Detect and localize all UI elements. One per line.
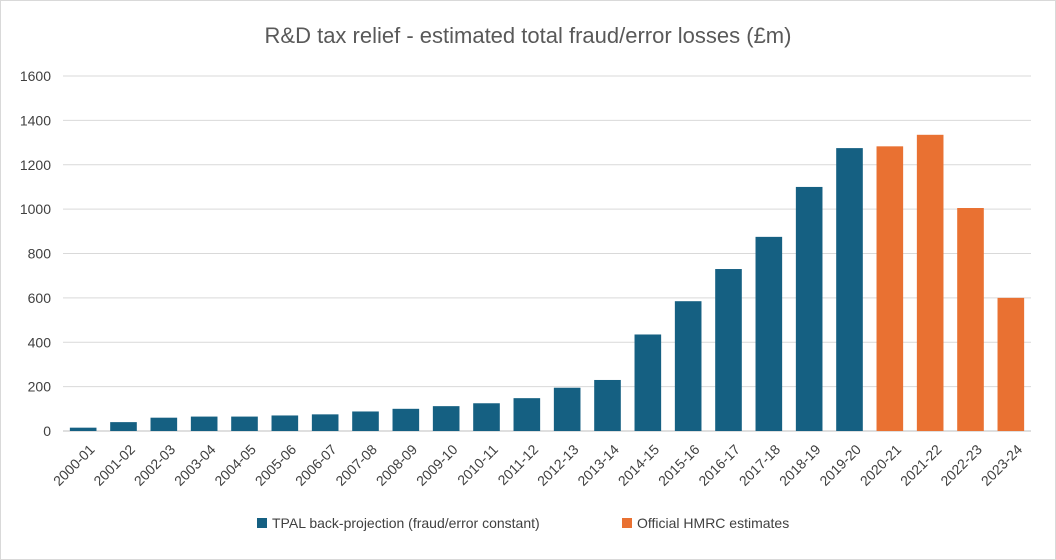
legend-swatch bbox=[257, 518, 267, 528]
bar bbox=[231, 416, 258, 431]
y-tick-label: 0 bbox=[43, 423, 51, 439]
x-tick-label: 2016-17 bbox=[695, 441, 743, 489]
y-tick-label: 400 bbox=[28, 334, 52, 350]
x-tick-label: 2019-20 bbox=[816, 441, 864, 489]
bar bbox=[352, 411, 379, 431]
bar bbox=[69, 427, 97, 431]
gridlines bbox=[63, 75, 1031, 432]
x-tick-label: 2002-03 bbox=[131, 441, 179, 489]
x-tick-label: 2018-19 bbox=[776, 441, 824, 489]
bar bbox=[553, 387, 581, 431]
x-tick-label: 2005-06 bbox=[252, 441, 300, 489]
bar bbox=[190, 416, 218, 431]
bar bbox=[674, 301, 702, 431]
x-tick-label: 2011-12 bbox=[494, 441, 541, 488]
y-tick-label: 600 bbox=[28, 290, 52, 306]
bar bbox=[916, 134, 944, 431]
x-tick-label: 2006-07 bbox=[292, 441, 340, 489]
bar bbox=[110, 422, 137, 431]
x-tick-label: 2017-18 bbox=[736, 441, 784, 489]
bar bbox=[997, 297, 1025, 431]
y-tick-label: 1400 bbox=[20, 112, 51, 128]
x-tick-label: 2008-09 bbox=[373, 441, 421, 489]
x-tick-label: 2009-10 bbox=[413, 441, 461, 489]
x-tick-label: 2020-21 bbox=[857, 441, 905, 489]
x-tick-label: 2001-02 bbox=[90, 441, 138, 489]
x-tick-label: 2013-14 bbox=[574, 441, 622, 489]
x-tick-label: 2007-08 bbox=[332, 441, 380, 489]
bar bbox=[594, 379, 621, 431]
bar bbox=[957, 208, 984, 431]
bar bbox=[392, 408, 420, 431]
x-tick-label: 2000-01 bbox=[50, 441, 98, 489]
x-axis-ticks: 2000-012001-022002-032003-042004-052005-… bbox=[50, 441, 1025, 489]
bar bbox=[432, 406, 460, 431]
chart-title: R&D tax relief - estimated total fraud/e… bbox=[265, 23, 792, 48]
x-tick-label: 2003-04 bbox=[171, 441, 219, 489]
x-tick-label: 2014-15 bbox=[615, 441, 663, 489]
legend: TPAL back-projection (fraud/error consta… bbox=[257, 515, 789, 531]
x-tick-label: 2012-13 bbox=[534, 441, 582, 489]
x-tick-label: 2023-24 bbox=[978, 441, 1026, 489]
y-tick-label: 1600 bbox=[20, 68, 51, 84]
bar bbox=[513, 398, 541, 431]
y-tick-label: 200 bbox=[28, 379, 52, 395]
x-tick-label: 2021-22 bbox=[897, 441, 945, 489]
x-tick-label: 2010-11 bbox=[454, 441, 501, 488]
bar bbox=[473, 403, 500, 431]
bar bbox=[715, 269, 742, 431]
y-tick-label: 1200 bbox=[20, 157, 51, 173]
x-tick-label: 2015-16 bbox=[655, 441, 703, 489]
bar bbox=[795, 186, 823, 431]
bar bbox=[755, 236, 783, 431]
y-tick-label: 1000 bbox=[20, 201, 51, 217]
y-tick-label: 800 bbox=[28, 246, 52, 262]
bar bbox=[836, 148, 863, 431]
bars bbox=[69, 134, 1025, 431]
legend-label: Official HMRC estimates bbox=[637, 515, 789, 531]
bar bbox=[876, 146, 904, 431]
x-tick-label: 2022-23 bbox=[937, 441, 985, 489]
legend-label: TPAL back-projection (fraud/error consta… bbox=[272, 515, 540, 531]
y-axis-ticks: 0 200 400 600 800 1000 1200 1400 1600 bbox=[20, 68, 51, 439]
legend-swatch bbox=[622, 518, 632, 528]
bar bbox=[271, 415, 299, 431]
bar bbox=[634, 334, 662, 431]
bar bbox=[311, 414, 339, 431]
x-tick-label: 2004-05 bbox=[211, 441, 259, 489]
bar bbox=[150, 417, 178, 431]
